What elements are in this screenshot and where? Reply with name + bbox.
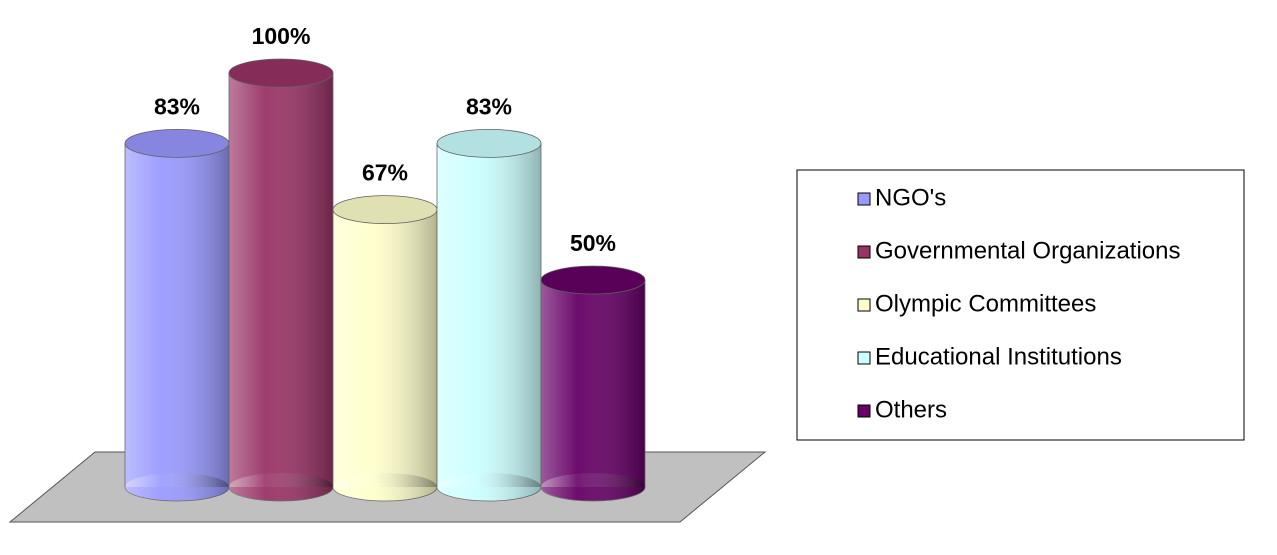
- cylinder: [228, 58, 334, 502]
- legend-label: NGO's: [875, 184, 946, 211]
- cylinder-body-shade: [125, 143, 229, 487]
- legend-swatch: [857, 404, 871, 418]
- cylinder: [124, 128, 230, 502]
- cylinder-top: [436, 128, 542, 158]
- legend-box: [796, 169, 1245, 441]
- cylinder-top-shade: [125, 129, 229, 158]
- legend-swatch: [857, 245, 871, 259]
- data-label: 50%: [570, 230, 616, 256]
- cylinder-top: [228, 58, 334, 88]
- cylinder-body-shade: [333, 209, 437, 487]
- cylinder-top-shade: [229, 59, 333, 87]
- cylinder-body-shade: [437, 143, 541, 487]
- cylinder: [436, 128, 542, 502]
- legend-label: Olympic Committees: [875, 290, 1096, 317]
- legend: NGO's Governmental Organizations Olympic C…: [857, 184, 1180, 423]
- data-label: 67%: [362, 160, 408, 186]
- legend-label: Governmental Organizations: [875, 237, 1180, 264]
- cylinder: [540, 265, 646, 502]
- legend-label: Educational Institutions: [875, 343, 1122, 370]
- legend-label: Others: [875, 396, 947, 423]
- cylinder-top-shade: [541, 266, 645, 294]
- legend-swatch: [857, 351, 871, 365]
- plot-area: 83% 100% 67% 83% 50%: [124, 23, 646, 502]
- cylinder-body-shade: [229, 73, 333, 487]
- cylinder: [332, 195, 438, 502]
- cylinder-top-shade: [437, 129, 541, 158]
- cylinder-top: [540, 265, 646, 295]
- data-label: 83%: [466, 93, 512, 119]
- legend-swatch: [857, 192, 871, 206]
- legend-swatch: [857, 298, 871, 312]
- cylinder-body-shade: [541, 280, 645, 487]
- data-label: 83%: [154, 93, 200, 119]
- cylinder-top-shade: [333, 195, 437, 224]
- data-label: 100%: [252, 23, 311, 49]
